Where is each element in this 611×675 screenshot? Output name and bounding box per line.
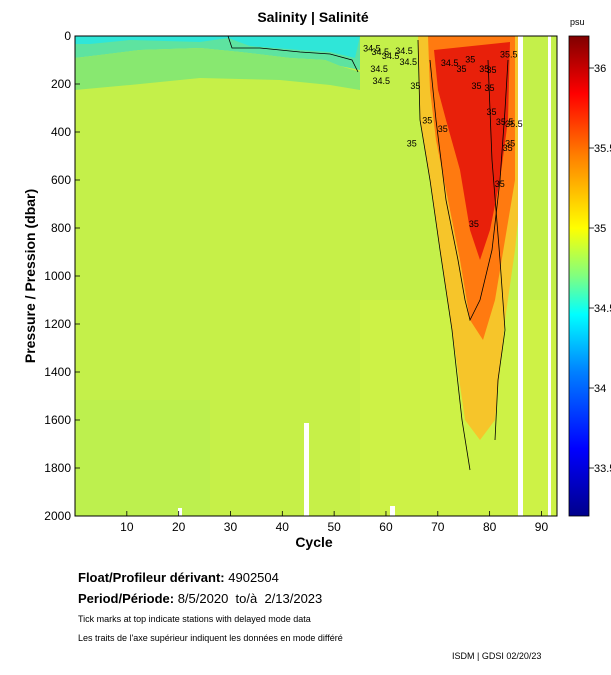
contour-34-5 [227, 36, 359, 73]
contour-label: 35 [471, 81, 481, 91]
float-label: Float/Profileur dérivant: [78, 570, 225, 585]
x-tick-label: 90 [535, 520, 549, 534]
contour-label: 35 [503, 143, 513, 153]
y-tick-label: 800 [51, 221, 71, 235]
contour-label: 34.5 [371, 47, 389, 57]
note-english: Tick marks at top indicate stations with… [78, 614, 311, 624]
note-french: Les traits de l'axe supérieur indiquent … [78, 633, 343, 643]
contour-label: 34.5 [399, 57, 417, 67]
salty-max [434, 42, 510, 260]
contour-label: 35.5 [505, 119, 523, 129]
period-label: Period/Période: [78, 591, 175, 606]
contour-label: 35 [407, 138, 417, 148]
y-tick-label: 600 [51, 173, 71, 187]
colorbar-tick-label: 35.5 [594, 143, 611, 155]
data-gap-cycle-20 [178, 508, 182, 516]
contour-label: 35 [438, 124, 448, 134]
heatmap-column-band [210, 36, 360, 516]
x-tick-label: 20 [172, 520, 186, 534]
contour-label: 34.5 [395, 46, 413, 56]
float-value: 4902504 [228, 570, 279, 585]
x-tick-label: 30 [224, 520, 238, 534]
contour-label: 34.5 [372, 76, 390, 86]
x-tick-label: 40 [276, 520, 290, 534]
contour-label: 35 [505, 138, 515, 148]
data-gap-cycle-67 [390, 506, 395, 516]
float-info: Float/Profileur dérivant: 4902504 [78, 570, 279, 585]
colorbar-tick-label: 34.5 [594, 303, 611, 315]
y-tick-label: 400 [51, 125, 71, 139]
y-axis-label: Pressure / Pression (dbar) [22, 189, 38, 363]
contour-label: 34.5 [363, 44, 381, 54]
footer-credit: ISDM | GDSI 02/20/23 [452, 651, 542, 661]
data-gap-cycle-45 [304, 423, 309, 516]
contour-label: 35 [469, 219, 479, 229]
y-tick-label: 1800 [44, 461, 71, 475]
contour-label: 35 [484, 83, 494, 93]
colorbar-tick-label: 35 [594, 223, 606, 235]
fresh-surface-core [75, 36, 360, 58]
x-axis-label: Cycle [295, 534, 333, 550]
transition-zone [75, 48, 360, 90]
salinity-heatmap [75, 36, 557, 516]
contour-label: 35 [410, 81, 420, 91]
x-tick-label: 10 [120, 520, 134, 534]
contour-label: 34.5 [370, 64, 388, 74]
colorbar-tick-label: 34 [594, 383, 606, 395]
contour-35-east [487, 59, 506, 441]
x-tick-label: 70 [431, 520, 445, 534]
contour-label: 35 [495, 179, 505, 189]
y-tick-label: 1000 [44, 269, 71, 283]
y-axis: 0 200 400 600 800 1000 1200 1400 1600 1800 2000 [44, 29, 80, 523]
contour-label: 35 [479, 64, 489, 74]
y-tick-label: 0 [64, 29, 71, 43]
x-axis: 10 20 30 40 50 60 70 80 90 [120, 511, 548, 534]
y-tick-label: 1400 [44, 365, 71, 379]
heatmap-deep-band [75, 400, 210, 516]
colorbar-ticks: 33.5 34 34.5 35 35.5 36 [589, 63, 611, 475]
contour-label: 35 [422, 116, 432, 126]
y-tick-label: 1600 [44, 413, 71, 427]
contour-label: 34.5 [441, 58, 459, 68]
contour-label: 35 [487, 107, 497, 117]
contour-label: 35 [487, 65, 497, 75]
period-info: Period/Période: 8/5/2020 to/à 2/13/2023 [78, 591, 322, 606]
y-tick-label: 1200 [44, 317, 71, 331]
contour-label: 35 [456, 64, 466, 74]
contour-label: 34.5 [382, 51, 400, 61]
data-gap-cycle-91 [548, 36, 551, 516]
data-gap-cycle-86 [518, 36, 523, 516]
x-tick-label: 80 [483, 520, 497, 534]
colorbar-tick-label: 36 [594, 63, 606, 75]
contour-label: 35.5 [500, 50, 518, 60]
colorbar [568, 35, 590, 517]
period-value: 8/5/2020 to/à 2/13/2023 [177, 591, 323, 606]
colorbar-unit: psu [570, 17, 585, 27]
contour-label: 35.5 [496, 117, 514, 127]
chart-title: Salinity | Salinité [257, 9, 368, 25]
colorbar-tick-label: 33.5 [594, 463, 611, 475]
contour-label: 35 [465, 54, 475, 64]
x-tick-label: 60 [379, 520, 393, 534]
contour-35-north [417, 39, 471, 471]
y-tick-label: 2000 [44, 509, 71, 523]
y-tick-label: 200 [51, 77, 71, 91]
contour-35-south [429, 59, 509, 322]
x-tick-label: 50 [327, 520, 341, 534]
